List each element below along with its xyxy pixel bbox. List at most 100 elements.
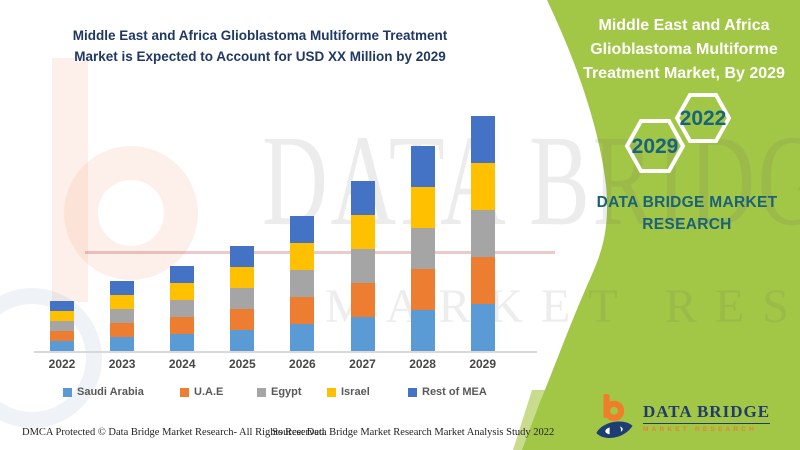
segment-saudi-arabia-2022 (50, 341, 74, 351)
segment-rest-of-mea-2024 (170, 266, 195, 283)
segment-egypt-2024 (170, 300, 195, 317)
footer-source: Source: Data Bridge Market Research Mark… (272, 427, 555, 438)
segment-saudi-arabia-2024 (170, 334, 195, 351)
segment-israel-2029 (470, 163, 495, 210)
segment-rest-of-mea-2025 (230, 246, 255, 267)
legend-item-u-a-e: U.A.E (180, 386, 223, 398)
x-axis-label-2024: 2024 (168, 357, 196, 371)
segment-egypt-2025 (230, 288, 255, 309)
segment-saudi-arabia-2029 (470, 304, 495, 351)
hexagon-2029-outline (624, 119, 686, 173)
legend-label: U.A.E (194, 386, 224, 398)
watermark-text-marketresearch: MARKET RESEARCH (325, 280, 800, 333)
brand-text: DATA BRIDGE MARKET RESEARCH (578, 192, 796, 237)
stacked-bar-chart: 2022 2023 2024 2025 2026 2027 2028 2029 (34, 116, 537, 371)
x-axis-label-2029: 2029 (469, 357, 497, 371)
bar-2027 (350, 181, 375, 351)
bar-2023 (110, 281, 135, 351)
bar-2026 (290, 216, 315, 351)
logo-name: DATA BRIDGE (643, 402, 771, 424)
segment-egypt-2027 (350, 249, 375, 283)
segment-israel-2027 (350, 215, 375, 249)
legend-label: Israel (341, 386, 370, 398)
side-panel-title-line1: Middle East and Africa (598, 17, 770, 34)
x-axis-label-2026: 2026 (289, 357, 316, 371)
segment-egypt-2026 (290, 270, 315, 297)
segment-saudi-arabia-2027 (350, 317, 375, 351)
x-axis-label-2027: 2027 (349, 357, 376, 371)
hexagon-2022-outline (674, 93, 732, 143)
bar-2022 (50, 301, 74, 351)
segment-israel-2022 (50, 311, 74, 321)
segment-saudi-arabia-2025 (230, 330, 255, 351)
segment-saudi-arabia-2023 (110, 337, 135, 351)
legend-item-rest-of-mea: Rest of MEA (408, 386, 487, 398)
footer-dmca: DMCA Protected © Data Bridge Market Rese… (22, 427, 327, 438)
legend-item-egypt: Egypt (257, 386, 302, 398)
segment-u-a-e-2022 (50, 331, 74, 341)
side-panel-title-line3: Treatment Market, By 2029 (583, 65, 785, 82)
chart-title: Middle East and Africa Glioblastoma Mult… (38, 26, 482, 68)
legend-label: Saudi Arabia (77, 386, 144, 398)
legend: Saudi Arabia U.A.E Egypt Israel Rest of MEA (0, 386, 560, 402)
hexagon-2022-label: 2022 (680, 107, 727, 130)
bar-2028 (410, 146, 435, 351)
legend-swatch (327, 387, 336, 397)
segment-israel-2026 (290, 243, 315, 270)
segment-rest-of-mea-2029 (470, 116, 495, 163)
segment-egypt-2023 (110, 309, 135, 323)
legend-swatch (257, 387, 266, 397)
segment-rest-of-mea-2028 (410, 146, 435, 187)
legend-swatch (63, 387, 72, 397)
legend-item-israel: Israel (327, 386, 370, 398)
logo-tagline: MARKET RESEARCH (643, 425, 758, 433)
segment-rest-of-mea-2023 (110, 281, 135, 295)
side-panel-title-line2: Glioblastoma Multiforme (590, 41, 778, 58)
brand-text-line1: DATA BRIDGE MARKET (596, 194, 778, 211)
segment-u-a-e-2024 (170, 317, 195, 334)
segment-rest-of-mea-2026 (290, 216, 315, 243)
segment-rest-of-mea-2022 (50, 301, 74, 311)
segment-egypt-2029 (470, 210, 495, 257)
legend-label: Egypt (271, 386, 302, 398)
legend-item-saudi-arabia: Saudi Arabia (63, 386, 144, 398)
segment-u-a-e-2028 (410, 269, 435, 310)
segment-israel-2024 (170, 283, 195, 300)
bar-2024 (170, 266, 195, 351)
segment-israel-2025 (230, 267, 255, 288)
bar-2029 (470, 116, 495, 351)
segment-u-a-e-2029 (470, 257, 495, 304)
chart-title-line2: Market is Expected to Account for USD XX… (74, 48, 446, 64)
x-axis-label-2025: 2025 (228, 357, 256, 371)
segment-israel-2023 (110, 295, 135, 309)
segment-saudi-arabia-2026 (290, 324, 315, 351)
legend-swatch (180, 387, 189, 397)
databridge-logo: DATA BRIDGE MARKET RESEARCH (592, 392, 771, 442)
x-axis-line (34, 351, 537, 353)
segment-israel-2028 (410, 187, 435, 228)
watermark-red-underline (85, 251, 555, 254)
segment-u-a-e-2026 (290, 297, 315, 324)
brand-text-line2: RESEARCH (642, 216, 732, 234)
x-axis-label-2023: 2023 (108, 357, 136, 371)
chart-title-line1: Middle East and Africa Glioblastoma Mult… (72, 28, 448, 43)
side-panel-title: Middle East and Africa Glioblastoma Mult… (578, 14, 790, 86)
segment-rest-of-mea-2027 (350, 181, 375, 215)
segment-u-a-e-2023 (110, 323, 135, 337)
bar-2025 (230, 246, 255, 351)
green-panel-shape (522, 0, 800, 450)
legend-swatch (408, 387, 417, 397)
hexagon-2029-label: 2029 (632, 135, 679, 158)
databridge-logo-icon (596, 394, 633, 438)
segment-u-a-e-2025 (230, 309, 255, 330)
x-axis-label-2028: 2028 (409, 357, 436, 371)
segment-egypt-2028 (410, 228, 435, 269)
legend-label: Rest of MEA (422, 386, 487, 398)
x-axis-label-2022: 2022 (48, 357, 76, 371)
segment-saudi-arabia-2028 (410, 310, 435, 351)
segment-egypt-2022 (50, 321, 74, 331)
segment-u-a-e-2027 (350, 283, 375, 317)
